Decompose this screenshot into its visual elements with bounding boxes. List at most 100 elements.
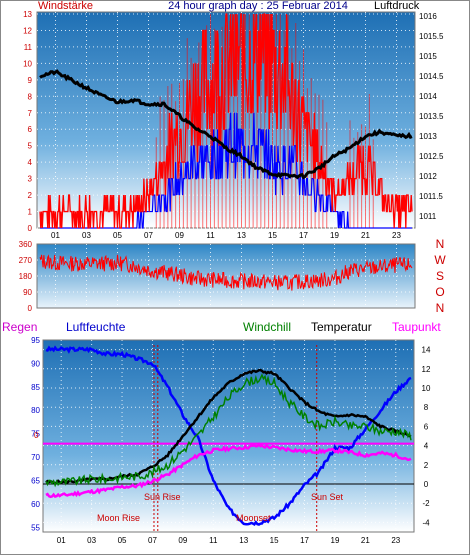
gust-range-line	[40, 112, 412, 229]
x-tick-label: 01	[57, 536, 66, 545]
temperature-tick-label: 0	[424, 480, 429, 489]
x-tick-label: 05	[113, 231, 122, 240]
compass-letter: N	[436, 237, 445, 251]
x-tick-label: 21	[361, 231, 370, 240]
wind-tick-label: 11	[24, 43, 33, 52]
x-tick-label: 09	[178, 536, 187, 545]
pressure-tick-label: 1015	[419, 52, 437, 61]
x-tick-label: 23	[391, 536, 400, 545]
humidity-label: Luftfeuchte	[66, 320, 126, 334]
wind-tick-label: 6	[28, 125, 33, 134]
temperature-tick-label: 6	[424, 422, 429, 431]
moon-rise-label: Moon Rise	[97, 513, 140, 523]
dewpoint-label: Taupunkt	[392, 320, 441, 334]
wind-direction-line	[39, 254, 413, 291]
compass-letter: N	[436, 301, 445, 315]
x-tick-label: 09	[175, 231, 184, 240]
x-tick-label: 03	[82, 231, 91, 240]
direction-tick-label: 90	[23, 288, 32, 297]
temperature-tick-label: 14	[422, 346, 431, 355]
pressure-tick-label: 1012.5	[419, 152, 444, 161]
direction-ticks: 0 90 180 270 360	[19, 240, 33, 313]
wind-tick-label: 1	[28, 208, 33, 217]
wind-tick-label: 2	[28, 191, 33, 200]
pressure-tick-label: 1013	[419, 132, 437, 141]
panel1-x-ticks: 01 03 05 07 09 11 13 15 17 19 21 23	[51, 231, 401, 240]
x-tick-label: 07	[148, 536, 157, 545]
pressure-tick-label: 1012	[419, 172, 437, 181]
direction-tick-label: 180	[19, 272, 33, 281]
humidity-tick-label: 55	[31, 523, 40, 532]
x-tick-label: 07	[144, 231, 153, 240]
rain-zero-marker: 0	[34, 431, 39, 440]
x-tick-label: 01	[51, 231, 60, 240]
wind-tick-label: 9	[28, 76, 33, 85]
pressure-tick-label: 1013.5	[419, 112, 444, 121]
x-tick-label: 11	[206, 231, 215, 240]
x-tick-label: 23	[392, 231, 401, 240]
pressure-line	[39, 69, 413, 180]
direction-tick-label: 0	[28, 304, 33, 313]
temperature-tick-label: -4	[422, 518, 430, 527]
pressure-tick-label: 1016	[419, 12, 437, 21]
x-tick-label: 15	[270, 536, 279, 545]
temperature-tick-label: 10	[422, 384, 431, 393]
graph-title: 24 hour graph day : 25 Februar 2014	[168, 0, 348, 12]
humidity-line	[45, 345, 412, 527]
windchill-label: Windchill	[243, 320, 291, 334]
humidity-tick-label: 90	[31, 359, 40, 368]
humidity-tick-label: 80	[31, 406, 40, 415]
temperature-tick-label: 4	[424, 442, 429, 451]
temperature-tick-label: 12	[422, 365, 431, 374]
direction-tick-label: 360	[19, 240, 33, 249]
wind-tick-label: 13	[23, 10, 32, 19]
panel3-plot-area	[42, 339, 415, 533]
temperature-ticks: -4 -2 0 2 4 6 8 10 12 14	[422, 346, 431, 528]
panel2-plot-area	[36, 243, 416, 309]
wind-tick-label: 3	[28, 175, 33, 184]
pressure-tick-label: 1011.5	[419, 192, 443, 201]
x-tick-label: 13	[239, 536, 248, 545]
x-tick-label: 19	[330, 231, 339, 240]
temperature-label: Temperatur	[311, 320, 372, 334]
panel3-x-ticks: 01 03 05 07 09 11 13 15 17 19 21 23	[57, 536, 401, 545]
wind-tick-label: 7	[28, 109, 33, 118]
x-tick-label: 15	[268, 231, 277, 240]
x-tick-label: 17	[299, 231, 308, 240]
wind-tick-label: 12	[23, 26, 32, 35]
humidity-tick-label: 65	[31, 476, 40, 485]
x-tick-label: 17	[300, 536, 309, 545]
humidity-tick-label: 70	[31, 453, 40, 462]
temperature-tick-label: 2	[424, 461, 429, 470]
pressure-ticks: 1011 1011.5 1012 1012.5 1013 1013.5 1014 1014.5…	[419, 12, 444, 221]
compass-letter: W	[434, 253, 446, 267]
compass-letter: O	[435, 285, 444, 299]
pressure-tick-label: 1014.5	[419, 72, 444, 81]
temperature-tick-label: 8	[424, 403, 429, 412]
humidity-ticks: 55 60 65 70 75 80 85 90 95	[31, 336, 40, 532]
temperature-tick-label: -2	[422, 499, 430, 508]
moon-set-label: Moonset	[236, 513, 271, 523]
wind-axis-title: Windstärke	[38, 0, 93, 12]
wind-tick-label: 0	[28, 224, 33, 233]
x-tick-label: 05	[118, 536, 127, 545]
wind-tick-label: 10	[23, 59, 32, 68]
dewpoint-line	[45, 442, 412, 499]
wind-tick-label: 8	[28, 92, 33, 101]
humidity-tick-label: 75	[31, 430, 40, 439]
pressure-tick-label: 1014	[419, 92, 437, 101]
wind-tick-label: 4	[28, 158, 33, 167]
x-tick-label: 11	[209, 536, 218, 545]
x-tick-label: 13	[237, 231, 246, 240]
wind-speed-line	[39, 13, 413, 229]
humidity-tick-label: 60	[31, 500, 40, 509]
direction-tick-label: 270	[19, 256, 33, 265]
windchill-line	[45, 373, 412, 488]
humidity-tick-label: 85	[31, 383, 40, 392]
